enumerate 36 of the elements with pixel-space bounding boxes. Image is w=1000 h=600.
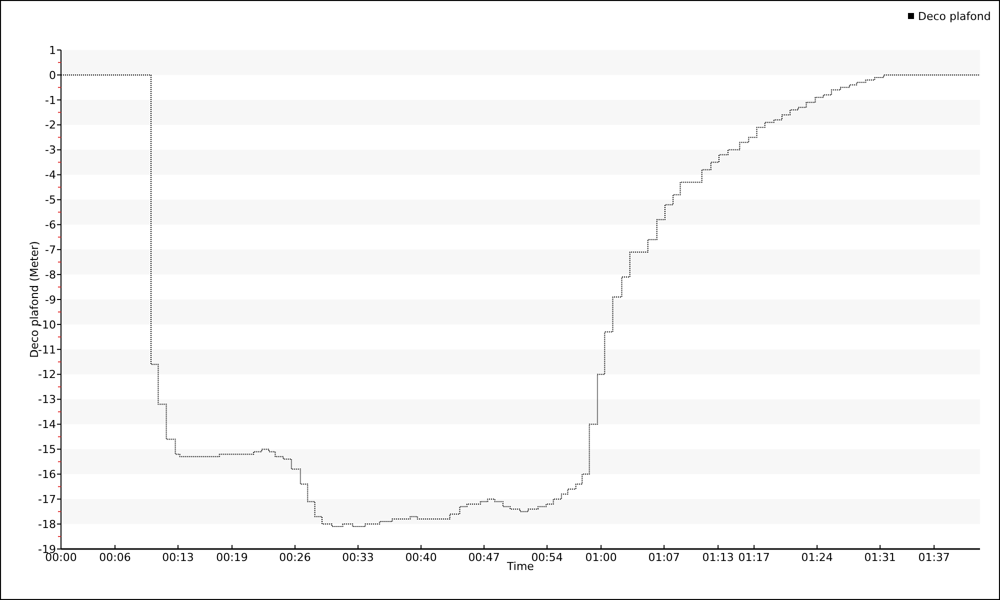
x-tick-label: 00:19 bbox=[216, 551, 248, 564]
y-tick-label: -17 bbox=[38, 492, 56, 506]
x-tick-label: 00:33 bbox=[342, 551, 374, 564]
y-tick-label: -14 bbox=[38, 418, 56, 432]
x-tick-label: 01:07 bbox=[648, 551, 680, 564]
y-tick-label: -5 bbox=[45, 194, 56, 207]
x-tick-label: 01:24 bbox=[801, 551, 833, 564]
y-tick-label: -7 bbox=[45, 243, 56, 256]
y-tick-label: 0 bbox=[49, 68, 56, 82]
y-tick-label: -16 bbox=[38, 468, 56, 481]
y-tick-label: -13 bbox=[38, 393, 56, 406]
y-tick-label: -18 bbox=[38, 518, 56, 531]
y-tick-label: -12 bbox=[38, 368, 56, 382]
x-tick-label: 00:47 bbox=[468, 551, 500, 564]
x-tick-label: 00:13 bbox=[162, 551, 194, 564]
x-tick-label: 00:06 bbox=[99, 551, 131, 564]
y-tick-label: -8 bbox=[45, 268, 56, 282]
y-tick-label: -15 bbox=[38, 443, 56, 456]
y-tick-label: -3 bbox=[45, 144, 56, 157]
y-tick-label: -4 bbox=[45, 168, 56, 182]
x-tick-label: 00:40 bbox=[405, 551, 437, 564]
x-tick-label: 01:00 bbox=[585, 551, 617, 564]
y-tick-label: -2 bbox=[45, 118, 56, 132]
y-tick-label: -9 bbox=[45, 293, 56, 306]
x-tick-label: 01:17 bbox=[738, 551, 770, 564]
y-tick-label: -1 bbox=[45, 94, 56, 107]
y-tick-label: -10 bbox=[38, 318, 56, 332]
x-tick-label: 00:26 bbox=[279, 551, 311, 564]
y-axis-title: Deco plafond (Meter) bbox=[28, 241, 41, 358]
y-tick-label: -6 bbox=[45, 218, 56, 232]
x-tick-label: 01:13 bbox=[702, 551, 734, 564]
y-tick-label: 1 bbox=[49, 44, 56, 57]
x-tick-label: 01:37 bbox=[918, 551, 950, 564]
y-tick-label: -11 bbox=[38, 343, 56, 356]
legend-label: Deco plafond bbox=[918, 10, 991, 23]
x-tick-label: 01:31 bbox=[864, 551, 896, 564]
